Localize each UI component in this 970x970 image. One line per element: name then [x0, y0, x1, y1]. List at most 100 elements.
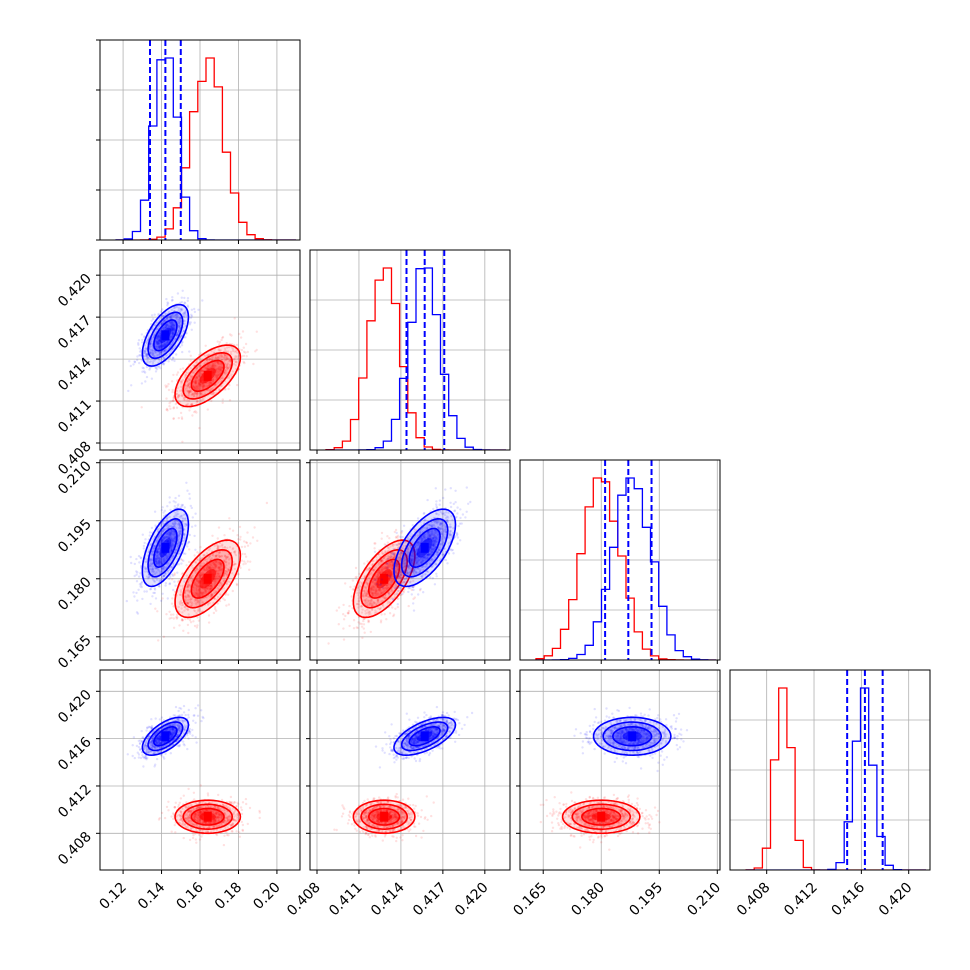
sample-point [194, 380, 197, 383]
sample-point [167, 360, 170, 363]
sample-point [227, 568, 230, 572]
sample-point [213, 544, 216, 547]
sample-point [200, 592, 203, 596]
sample-point [185, 399, 189, 402]
sample-point [393, 595, 396, 598]
sample-point [342, 613, 345, 616]
sample-point [198, 576, 201, 580]
sample-point [219, 563, 223, 566]
sample-point [163, 362, 166, 365]
sample-point [157, 339, 160, 343]
sample-point [145, 365, 149, 369]
sample-point [146, 359, 149, 362]
sample-point [363, 585, 366, 588]
sample-point [244, 342, 248, 346]
sample-point [199, 591, 202, 594]
sample-point [199, 364, 202, 368]
sample-point [235, 361, 238, 364]
sample-point [223, 353, 226, 356]
sample-point [212, 565, 215, 569]
sample-point [197, 593, 200, 596]
sample-point [223, 598, 226, 602]
sample-point [168, 568, 172, 572]
sample-point [217, 562, 220, 565]
sample-point [213, 562, 217, 565]
sample-point [158, 562, 161, 565]
sample-point [455, 531, 458, 535]
sample-point [171, 597, 174, 600]
sample-point [186, 389, 189, 392]
sample-point [178, 540, 181, 544]
sample-point [161, 558, 164, 561]
sample-point [188, 583, 191, 587]
sample-point [184, 388, 187, 391]
sample-point [218, 575, 221, 578]
sample-point [219, 562, 223, 566]
sample-point [178, 400, 181, 403]
sample-point [371, 592, 374, 596]
sample-point [227, 366, 231, 369]
sample-point [173, 550, 177, 554]
sample-point [379, 621, 383, 624]
sample-point [154, 607, 157, 610]
sample-point [192, 364, 195, 367]
sample-point [195, 367, 198, 370]
sample-point [235, 582, 238, 586]
sample-point [397, 542, 400, 545]
sample-point [175, 617, 178, 620]
sample-point [172, 396, 175, 399]
sample-point [375, 588, 378, 591]
sample-point [158, 557, 161, 560]
sample-point [395, 535, 398, 538]
sample-point [146, 570, 149, 573]
sample-point [206, 564, 209, 567]
sample-point [154, 560, 158, 563]
sample-point [230, 346, 234, 349]
sample-point [179, 530, 182, 533]
sample-point [231, 349, 235, 353]
sample-point [195, 598, 198, 602]
sample-point [380, 568, 383, 572]
sample-point [223, 353, 226, 357]
sample-point [359, 581, 362, 584]
sample-point [162, 528, 165, 532]
sample-point [242, 354, 246, 358]
sample-point [161, 327, 165, 330]
sample-point [337, 606, 341, 609]
sample-point [171, 539, 174, 542]
sample-point [199, 574, 202, 578]
sample-point [223, 347, 227, 350]
sample-point [179, 527, 183, 530]
sample-point [183, 522, 187, 526]
sample-point [183, 311, 186, 315]
sample-point [187, 613, 190, 616]
sample-point [220, 369, 223, 372]
sample-point [215, 364, 218, 368]
sample-point [212, 611, 216, 615]
sample-point [145, 357, 149, 360]
sample-point [187, 383, 190, 386]
sample-point [136, 612, 140, 615]
sample-point [379, 571, 382, 574]
sample-point [193, 570, 197, 573]
sample-point [164, 384, 167, 387]
sample-point [163, 344, 166, 347]
sample-point [387, 583, 391, 586]
sample-point [167, 524, 170, 527]
sample-point [217, 349, 220, 352]
sample-point [172, 314, 175, 318]
sample-point [217, 566, 220, 569]
sample-point [185, 371, 188, 375]
sample-point [173, 345, 177, 349]
sample-point [163, 536, 166, 540]
sample-point [176, 331, 179, 335]
sample-point [184, 302, 187, 305]
sample-point [208, 567, 212, 570]
sample-point [385, 544, 388, 547]
sample-point [373, 578, 376, 581]
sample-point [146, 577, 150, 580]
sample-point [207, 566, 211, 570]
sample-point [216, 572, 219, 576]
sample-point [232, 358, 236, 361]
sample-point [159, 345, 162, 348]
